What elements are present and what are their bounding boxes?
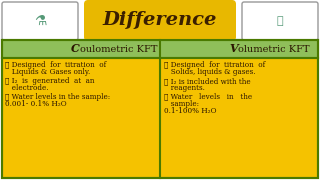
Text: oulometric KFT: oulometric KFT (80, 44, 157, 53)
Text: V: V (229, 44, 238, 55)
Bar (2, 40, 318, 178)
Text: Liquids & Gases only.: Liquids & Gases only. (5, 68, 90, 76)
FancyBboxPatch shape (2, 2, 78, 40)
Text: 0.1-100% H₂O: 0.1-100% H₂O (164, 107, 217, 115)
Bar (2, 40, 318, 58)
Text: olumetric KFT: olumetric KFT (238, 44, 310, 53)
Text: Solids, liquids & gases.: Solids, liquids & gases. (164, 68, 255, 76)
Text: 💻: 💻 (277, 16, 283, 26)
Bar (0, 0, 320, 40)
Text: ⚗: ⚗ (34, 14, 46, 28)
Text: ➤ I₂ is included with the: ➤ I₂ is included with the (164, 77, 251, 85)
Text: reagents.: reagents. (164, 84, 205, 92)
Text: C: C (71, 44, 80, 55)
Text: electrode.: electrode. (5, 84, 49, 92)
Bar (2, 40, 318, 178)
Text: Difference: Difference (103, 11, 217, 29)
FancyBboxPatch shape (84, 0, 236, 41)
Text: ➤ Water levels in the sample:: ➤ Water levels in the sample: (5, 93, 110, 101)
Text: ➤ I₂  is  generated  at  an: ➤ I₂ is generated at an (5, 77, 94, 85)
FancyBboxPatch shape (242, 2, 318, 40)
Text: ➤ Water   levels   in   the: ➤ Water levels in the (164, 93, 252, 101)
Text: 0.001- 0.1% H₂O: 0.001- 0.1% H₂O (5, 100, 67, 108)
Text: ➤ Designed  for  titration  of: ➤ Designed for titration of (164, 61, 265, 69)
Text: ➤ Designed  for  titration  of: ➤ Designed for titration of (5, 61, 106, 69)
Text: sample:: sample: (164, 100, 199, 108)
